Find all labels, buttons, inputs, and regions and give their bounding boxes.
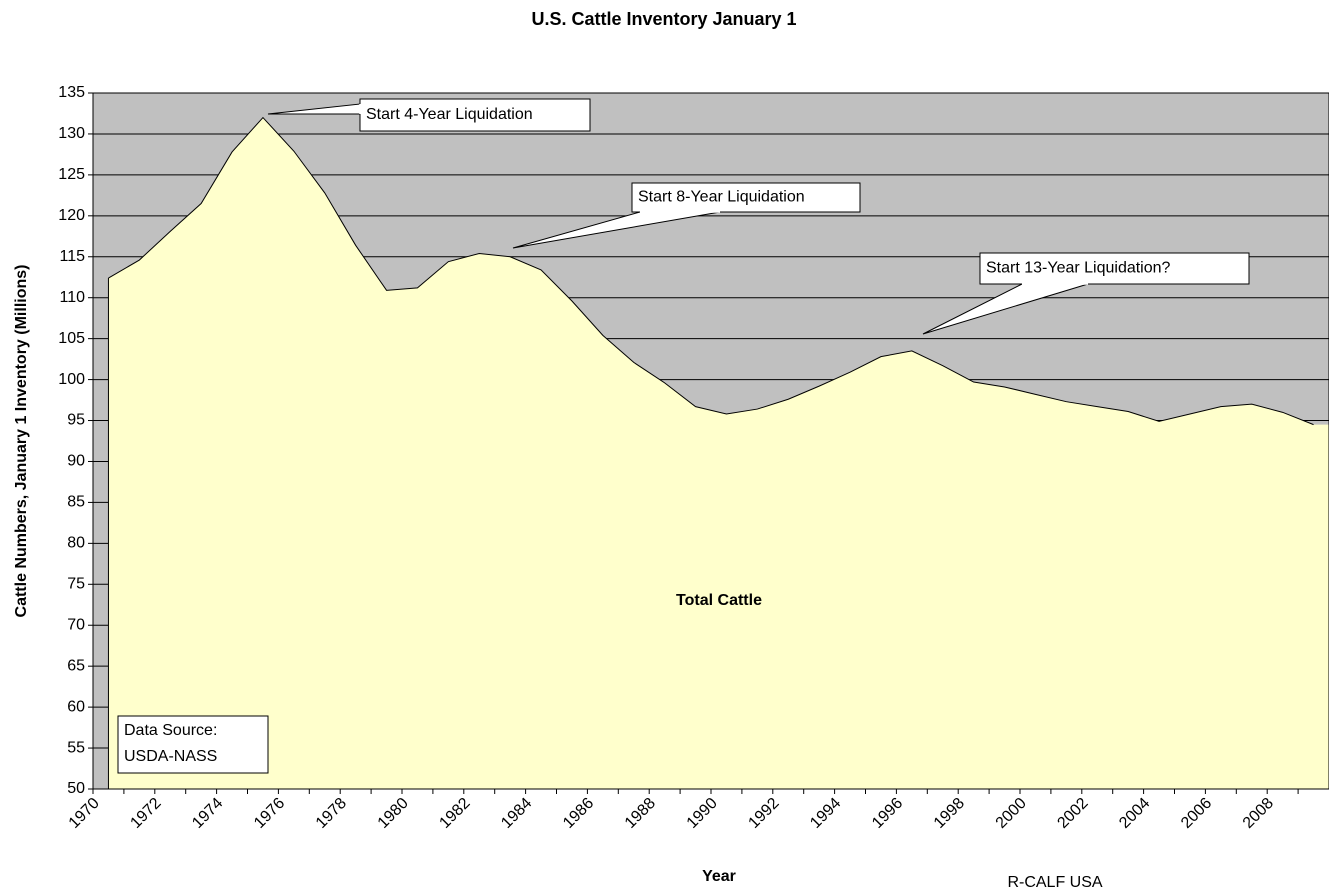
y-tick-label: 95	[67, 412, 85, 429]
x-tick-label: 1990	[684, 795, 721, 832]
y-tick-label: 135	[58, 84, 85, 101]
annotation: Start 4-Year Liquidation	[366, 106, 533, 123]
annotation: Start 8-Year Liquidation	[638, 189, 805, 206]
y-tick-label: 115	[59, 248, 85, 265]
y-tick-label: 90	[67, 453, 85, 470]
callout-box	[631, 182, 861, 213]
y-axis-label: Cattle Numbers, January 1 Inventory (Mil…	[13, 265, 30, 618]
x-tick-label: 1970	[66, 795, 103, 832]
y-tick-label: 70	[67, 616, 85, 633]
annotation: Start 13-Year Liquidation?	[986, 260, 1171, 277]
area	[108, 117, 1329, 789]
y-tick-label: 50	[67, 780, 85, 797]
area-line	[108, 116, 1314, 426]
x-tick-label: 1988	[622, 795, 659, 832]
y-tick-label: 55	[67, 739, 85, 756]
chart-title: U.S. Cattle Inventory January 1	[531, 9, 796, 29]
x-tick-label: 2008	[1240, 795, 1277, 832]
credit: R-CALF USA	[1007, 874, 1102, 891]
x-tick-label: 1976	[251, 795, 288, 832]
y-tick-label: 60	[67, 698, 85, 715]
y-tick-label: 100	[58, 371, 85, 388]
callout-box	[359, 98, 591, 132]
x-tick-label: 1986	[560, 795, 597, 832]
y-tick-label: 85	[67, 494, 85, 511]
x-tick-label: 1984	[498, 795, 535, 832]
y-tick-label: 105	[58, 330, 85, 347]
x-tick-label: 2000	[993, 795, 1030, 832]
y-tick-label: 75	[67, 576, 85, 593]
x-tick-label: 1980	[375, 795, 412, 832]
x-tick-label: 1998	[931, 795, 968, 832]
x-tick-label: 1974	[189, 795, 226, 832]
x-tick-label: 2006	[1178, 795, 1215, 832]
y-tick-label: 65	[67, 657, 85, 674]
x-tick-label: 1978	[313, 795, 350, 832]
x-tick-label: 1982	[436, 795, 473, 832]
x-axis-label: Year	[702, 868, 736, 885]
callout-box	[979, 252, 1250, 285]
x-tick-label: 1972	[127, 795, 164, 832]
y-tick-label: 120	[58, 207, 85, 224]
x-tick-label: 1992	[745, 795, 782, 832]
x-tick-label: 2002	[1054, 795, 1091, 832]
source-box	[117, 715, 269, 774]
x-tick-label: 1996	[869, 795, 906, 832]
y-tick-label: 130	[58, 125, 85, 142]
y-tick-label: 80	[67, 535, 85, 552]
series-label: Total Cattle	[676, 592, 762, 609]
x-tick-label: 1994	[807, 795, 844, 832]
source-note: Data Source:	[124, 722, 217, 739]
source-note: USDA-NASS	[124, 748, 217, 765]
y-tick-label: 110	[59, 289, 85, 306]
x-tick-label: 2004	[1116, 795, 1153, 832]
y-tick-label: 125	[58, 166, 85, 183]
